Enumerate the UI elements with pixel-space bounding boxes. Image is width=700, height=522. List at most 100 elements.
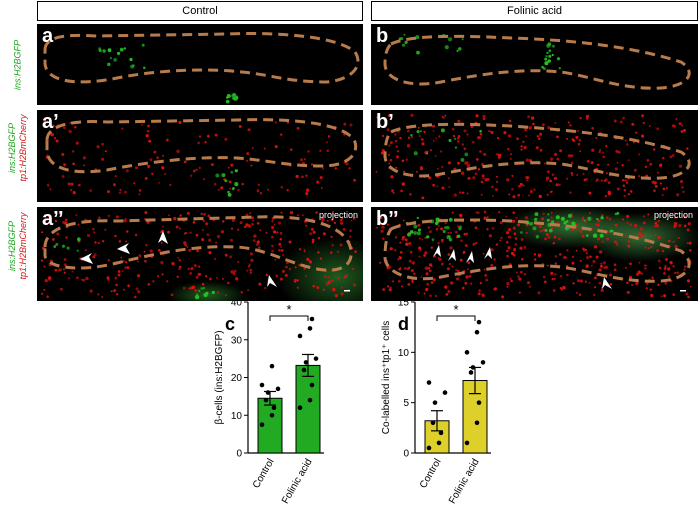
arrowhead-1: [80, 253, 93, 264]
scale-bar: [344, 290, 350, 292]
row3-label-tp1: tp1:H2BmCherry: [18, 212, 28, 280]
arrowhead-b4: [484, 247, 492, 259]
header-control: Control: [37, 1, 363, 21]
panel-a: a: [37, 24, 363, 105]
data-point: [474, 329, 480, 335]
y-tick-label: 0: [236, 449, 242, 460]
data-point: [442, 390, 448, 395]
arrowhead-b2: [448, 249, 456, 261]
data-point: [464, 350, 470, 355]
panel-a-double-prime: a’’ projection: [37, 207, 363, 301]
arrowhead-4: [267, 275, 277, 287]
data-point: [259, 422, 265, 427]
panel-a-double-prime-letter: a’’: [42, 208, 64, 230]
row2-label-ins: ins:H2BGFP: [7, 123, 17, 174]
data-point: [436, 440, 442, 446]
panel-a-double-prime-outline: [43, 215, 353, 272]
panel-a-outline: [43, 32, 360, 84]
data-point: [474, 420, 480, 426]
panel-b-image: [383, 33, 691, 90]
x-tick-label: Folinic acid: [447, 457, 482, 506]
scale-bar-b: [680, 290, 686, 292]
significance-bracket: [436, 315, 476, 321]
data-point: [309, 382, 315, 388]
data-point: [303, 360, 309, 365]
panel-b: b: [371, 24, 698, 105]
data-point: [476, 319, 482, 325]
data-point: [263, 397, 269, 403]
y-tick-label: 40: [231, 300, 243, 309]
data-point: [301, 367, 307, 373]
row3-label-ins: ins:H2BGFP: [7, 221, 17, 272]
row2-label-tp1: tp1:H2BmCherry: [18, 114, 28, 182]
data-point: [426, 380, 432, 385]
y-tick-label: 10: [398, 348, 410, 359]
row1-label-ins: ins:H2BGFP: [12, 39, 23, 91]
chart-letter: d: [398, 314, 409, 334]
data-point: [271, 405, 277, 410]
y-axis-label: Co-labelled ins⁺tp1⁺ cells: [381, 321, 392, 434]
panel-b-prime: b’: [371, 110, 698, 202]
panel-b-double-prime: b’’ projection: [371, 207, 698, 301]
arrowhead-2: [117, 243, 130, 254]
panel-a-image: [43, 32, 360, 104]
x-tick-label: Control: [251, 457, 277, 490]
panel-a-prime: a’: [37, 110, 363, 202]
panel-b-letter: b: [376, 25, 389, 47]
data-point: [297, 333, 303, 339]
y-tick-label: 5: [403, 398, 409, 409]
panel-a-prime-letter: a’: [42, 111, 59, 133]
arrowhead-b5: [602, 277, 612, 289]
significance-star: *: [453, 302, 458, 317]
y-tick-label: 15: [398, 300, 410, 309]
panel-a-prime-outline: [45, 118, 358, 174]
data-point: [468, 370, 474, 375]
data-point: [259, 382, 265, 388]
x-tick-label: Folinic acid: [280, 457, 315, 506]
panel-b-double-prime-image: [376, 207, 698, 299]
data-point: [438, 430, 444, 436]
y-axis-label: β-cells (ins:H2BGFP): [214, 330, 225, 424]
data-point: [275, 386, 281, 392]
data-point: [432, 400, 438, 405]
y-tick-label: 20: [231, 373, 243, 384]
data-point: [476, 400, 482, 405]
significance-star: *: [286, 302, 291, 317]
data-point: [265, 390, 271, 395]
projection-label-b: projection: [653, 210, 693, 220]
significance-bracket: [269, 315, 309, 321]
arrowhead-3: [158, 231, 168, 244]
y-tick-label: 10: [231, 411, 243, 422]
header-folinic-acid: Folinic acid: [371, 1, 698, 21]
chart-c: c 0 10 20 30 40 β-cells (ins:H2BGFP) Control Fol…: [214, 300, 324, 506]
data-point: [464, 440, 470, 446]
x-tick-label: Control: [418, 457, 444, 490]
data-point: [269, 363, 275, 369]
data-point: [307, 397, 313, 403]
panel-b-double-prime-letter: b’’: [376, 208, 399, 230]
chart-letter: c: [225, 314, 235, 334]
data-point: [309, 316, 315, 322]
panel-b-prime-letter: b’: [376, 111, 394, 133]
data-point: [430, 420, 436, 426]
panel-a-double-prime-image: [40, 211, 363, 301]
chart-d: d 0 5 10 15 Co-labelled ins⁺tp1⁺ cells Control…: [381, 300, 491, 506]
data-point: [313, 356, 319, 361]
y-tick-label: 30: [231, 335, 243, 346]
panel-a-prime-image: [43, 118, 358, 197]
panel-b-outline: [383, 34, 691, 90]
panel-b-prime-image: [375, 113, 691, 200]
arrowhead-b1: [433, 245, 441, 257]
data-point: [269, 412, 275, 418]
panel-a-letter: a: [42, 25, 54, 47]
arrowhead-b3: [466, 251, 474, 263]
projection-label: projection: [318, 210, 358, 220]
data-point: [480, 360, 486, 365]
panel-b-prime-outline: [383, 122, 691, 180]
panel-b-double-prime-outline: [383, 218, 691, 283]
y-tick-label: 0: [403, 449, 409, 460]
data-point: [297, 405, 303, 410]
data-point: [307, 326, 313, 331]
data-point: [470, 365, 476, 370]
